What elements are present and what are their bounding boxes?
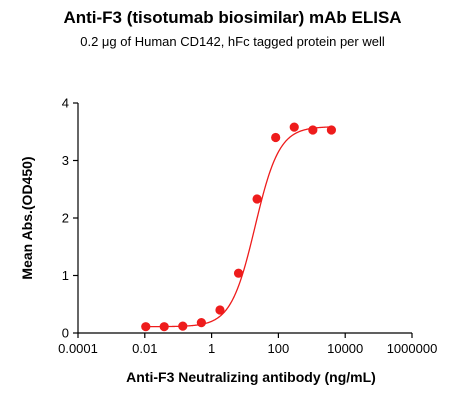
fit-curve [145,126,331,328]
data-point [289,122,299,132]
y-tick-label: 0 [62,326,69,341]
data-point [159,322,169,332]
x-tick-label: 1000000 [387,341,438,356]
data-point [196,318,206,328]
data-point [178,321,188,331]
x-tick-label: 10000 [327,341,363,356]
data-point [233,268,244,278]
x-tick-label: 0.0001 [58,341,98,356]
y-tick-label: 3 [62,153,69,168]
y-tick-label: 2 [62,211,69,226]
data-point [215,305,225,315]
x-tick-label: 1 [208,341,215,356]
x-tick-label: 0.01 [132,341,157,356]
y-tick-label: 1 [62,268,69,283]
x-ticks: 0.0001 0.01 1 100 10000 1000000 [58,333,437,356]
x-tick-label: 100 [268,341,290,356]
data-point [308,125,318,135]
chart-subtitle: 0.2 μg of Human CD142, hFc tagged protei… [80,34,385,49]
chart-title: Anti-F3 (tisotumab biosimilar) mAb ELISA [63,8,402,27]
data-point [252,194,262,204]
data-point [271,132,281,143]
y-ticks: 0 1 2 3 4 [62,96,78,341]
x-axis-label: Anti-F3 Neutralizing antibody (ng/mL) [126,369,376,385]
data-points [141,122,337,332]
axes [77,103,412,334]
data-point [141,322,151,332]
y-axis-label: Mean Abs.(OD450) [19,156,35,279]
data-point [326,125,337,135]
y-tick-label: 4 [62,96,69,111]
